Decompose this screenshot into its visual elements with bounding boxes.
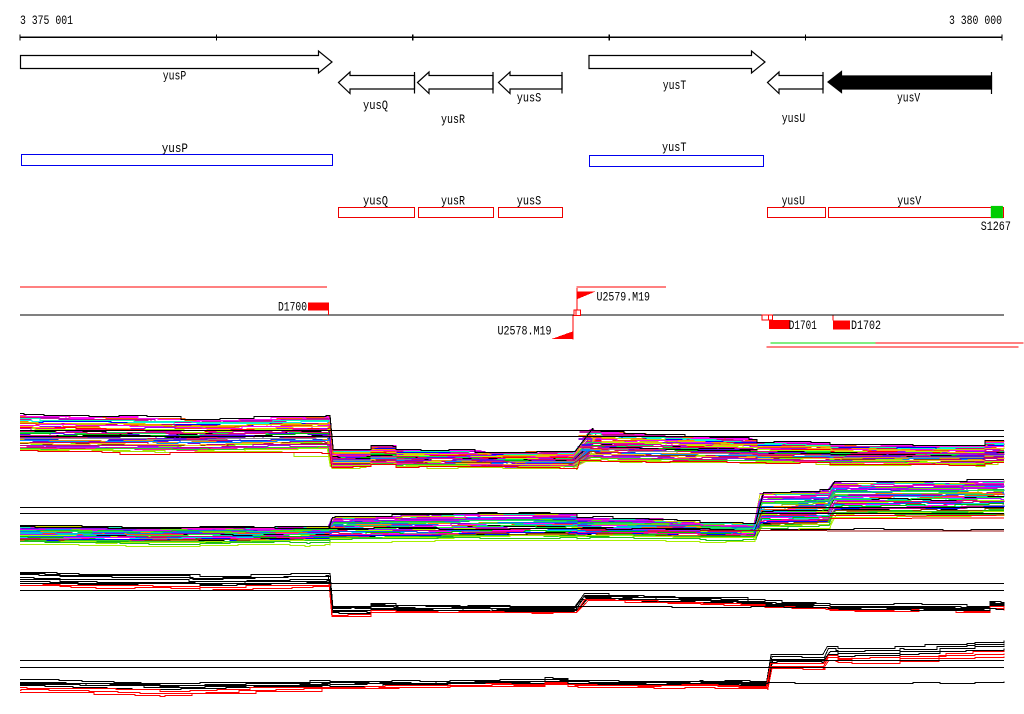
svg-text:D1701: D1701 bbox=[789, 318, 817, 333]
svg-text:yusS: yusS bbox=[517, 194, 542, 209]
svg-text:yusV: yusV bbox=[897, 91, 920, 106]
svg-text:yusP: yusP bbox=[162, 141, 188, 156]
svg-text:yusS: yusS bbox=[517, 91, 542, 106]
svg-text:U2578.M19: U2578.M19 bbox=[498, 324, 552, 339]
svg-text:D1700: D1700 bbox=[278, 300, 307, 315]
svg-text:yusQ: yusQ bbox=[363, 194, 388, 209]
svg-text:3 375 001: 3 375 001 bbox=[20, 13, 73, 28]
svg-text:yusQ: yusQ bbox=[363, 98, 388, 113]
svg-text:yusV: yusV bbox=[897, 193, 921, 208]
svg-text:yusR: yusR bbox=[441, 194, 465, 209]
svg-text:S1267: S1267 bbox=[981, 219, 1011, 234]
svg-text:U2579.M19: U2579.M19 bbox=[597, 290, 651, 305]
svg-text:yusT: yusT bbox=[663, 78, 687, 93]
svg-text:yusT: yusT bbox=[662, 140, 687, 155]
svg-text:yusU: yusU bbox=[782, 193, 805, 208]
svg-text:yusP: yusP bbox=[163, 69, 187, 84]
svg-text:3 380 000: 3 380 000 bbox=[949, 13, 1002, 28]
svg-text:yusR: yusR bbox=[441, 112, 465, 127]
svg-text:D1702: D1702 bbox=[851, 318, 881, 333]
svg-text:yusU: yusU bbox=[782, 111, 806, 126]
